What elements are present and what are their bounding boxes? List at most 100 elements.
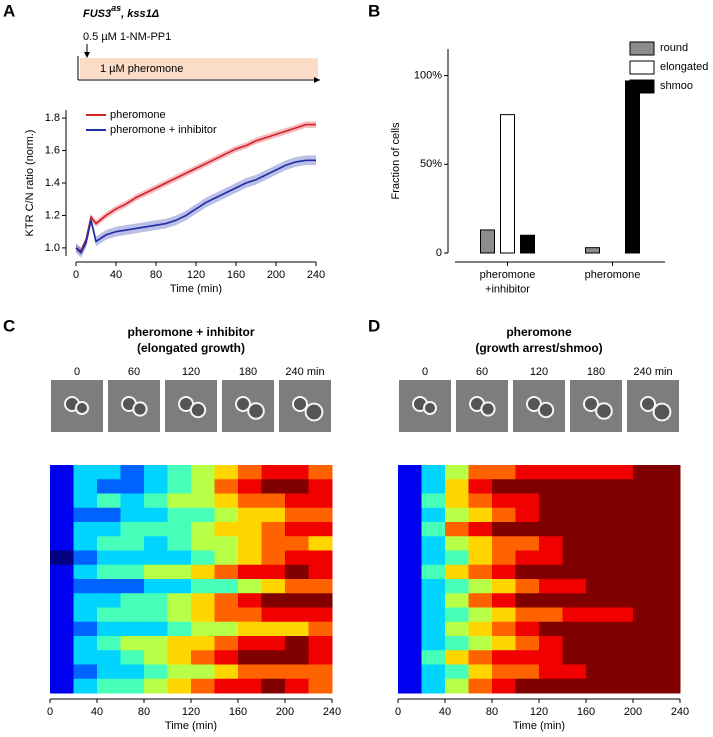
- bar: [625, 80, 640, 254]
- heatmap-cell: [120, 593, 145, 608]
- x-axis-label: Time (min): [165, 720, 217, 732]
- heatmap-cell: [144, 621, 168, 637]
- inhibitor-arrowhead: [84, 52, 90, 58]
- heatmap-cell: [120, 579, 145, 594]
- heatmap-cell: [468, 564, 493, 580]
- heatmap-cell: [191, 564, 215, 580]
- heatmap-cell: [515, 664, 540, 680]
- heatmap-cell: [261, 579, 286, 594]
- x-tick-label: 120: [182, 706, 200, 718]
- heatmap-cell: [308, 507, 333, 523]
- heatmap-cell: [468, 479, 493, 494]
- heatmap-cell: [261, 507, 286, 523]
- heatmap-cell: [468, 536, 493, 551]
- heatmap-cell: [562, 479, 587, 494]
- heatmap-cell: [539, 650, 563, 665]
- heatmap-cell: [633, 564, 657, 580]
- heatmap-cell: [468, 507, 493, 523]
- heatmap-cell: [167, 678, 192, 694]
- heatmap-cell: [656, 479, 681, 494]
- heatmap-cell: [144, 479, 168, 494]
- heatmap-cell: [167, 564, 192, 580]
- heatmap-cell: [214, 607, 239, 623]
- heatmap-cell: [238, 636, 262, 651]
- heatmap-cell: [656, 465, 681, 480]
- heatmap-cell: [468, 593, 493, 608]
- bar: [500, 114, 515, 254]
- heatmap-cell: [445, 579, 469, 594]
- heatmap-cell: [468, 550, 493, 566]
- heatmap-cell: [468, 579, 493, 594]
- error-band: [76, 155, 316, 258]
- heatmap-cell: [214, 522, 239, 537]
- cell: [595, 402, 613, 420]
- heatmap-cell: [633, 593, 657, 608]
- heatmap-cell: [308, 579, 333, 594]
- heatmap-cell: [656, 650, 681, 665]
- heatmap-cell: [73, 579, 98, 594]
- heatmap-cell: [238, 607, 262, 623]
- heatmap-cell: [144, 664, 168, 680]
- heatmap-cell: [97, 564, 121, 580]
- heatmap-cell: [50, 678, 74, 694]
- heatmap-cell: [214, 479, 239, 494]
- heatmap-cell: [144, 507, 168, 523]
- heatmap-cell: [421, 507, 446, 523]
- bar: [480, 229, 495, 254]
- heatmap-cell: [398, 507, 422, 523]
- heatmap-cell: [562, 550, 587, 566]
- heatmap-cell: [609, 664, 634, 680]
- x-tick-label: 80: [138, 706, 150, 718]
- heatmap-cell: [562, 678, 587, 694]
- heatmap-cell: [421, 465, 446, 480]
- heatmap-cell: [214, 593, 239, 608]
- heatmap-cell: [167, 593, 192, 608]
- heatmap-cell: [633, 550, 657, 566]
- heatmap-cell: [633, 664, 657, 680]
- heatmap-cell: [285, 550, 309, 566]
- heatmap-cell: [656, 678, 681, 694]
- heatmap-cell: [308, 479, 333, 494]
- heatmap-cell: [73, 636, 98, 651]
- heatmap-cell: [261, 479, 286, 494]
- image-label: 60: [128, 366, 140, 378]
- heatmap-cell: [238, 522, 262, 537]
- heatmap-cell: [398, 636, 422, 651]
- heatmap-cell: [562, 522, 587, 537]
- heatmap-cell: [633, 678, 657, 694]
- heatmap-cell: [50, 593, 74, 608]
- image-label: 240 min: [285, 366, 324, 378]
- x-tick-label: 160: [227, 269, 245, 281]
- heatmap-cell: [586, 522, 610, 537]
- y-axis-label: KTR C/N ratio (norm.): [24, 130, 36, 237]
- panel-label: A: [3, 1, 15, 20]
- heatmap-cell: [167, 550, 192, 566]
- cell: [75, 401, 89, 415]
- cell: [304, 402, 324, 422]
- heatmap-cell: [308, 664, 333, 680]
- image-label: 180: [587, 366, 605, 378]
- heatmap-cell: [144, 607, 168, 623]
- heatmap-cell: [308, 621, 333, 637]
- heatmap-cell: [97, 522, 121, 537]
- heatmap-cell: [285, 522, 309, 537]
- heatmap-cell: [308, 536, 333, 551]
- heatmap-cell: [445, 550, 469, 566]
- cell: [423, 401, 437, 415]
- heatmap-cell: [539, 507, 563, 523]
- heatmap-cell: [492, 593, 516, 608]
- heatmap-cell: [214, 664, 239, 680]
- legend-swatch: [629, 60, 655, 75]
- heatmap-cell: [609, 493, 634, 509]
- heatmap-cell: [421, 664, 446, 680]
- timeline-arrowhead: [314, 77, 320, 83]
- heatmap-cell: [656, 493, 681, 509]
- heatmap-cell: [191, 650, 215, 665]
- heatmap-cell: [492, 621, 516, 637]
- heatmap-cell: [492, 550, 516, 566]
- heatmap-cell: [562, 621, 587, 637]
- heatmap-cell: [539, 593, 563, 608]
- heatmap-cell: [50, 636, 74, 651]
- heatmap-cell: [633, 479, 657, 494]
- heatmap-cell: [191, 593, 215, 608]
